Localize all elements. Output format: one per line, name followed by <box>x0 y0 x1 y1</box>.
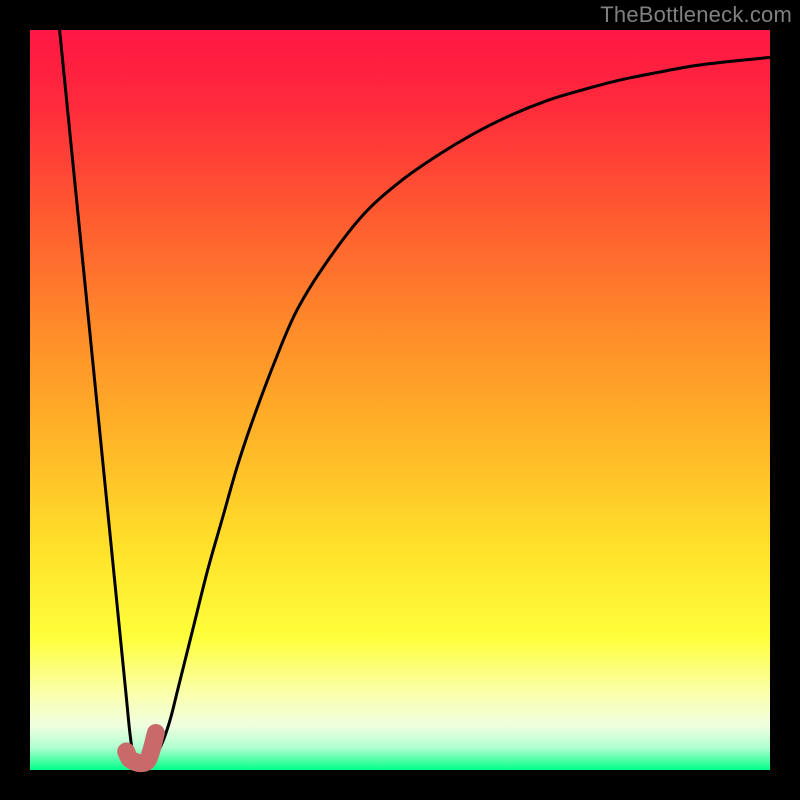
chart-frame: TheBottleneck.com <box>0 0 800 800</box>
bottleneck-curve-chart <box>0 0 800 800</box>
plot-background <box>30 30 770 770</box>
